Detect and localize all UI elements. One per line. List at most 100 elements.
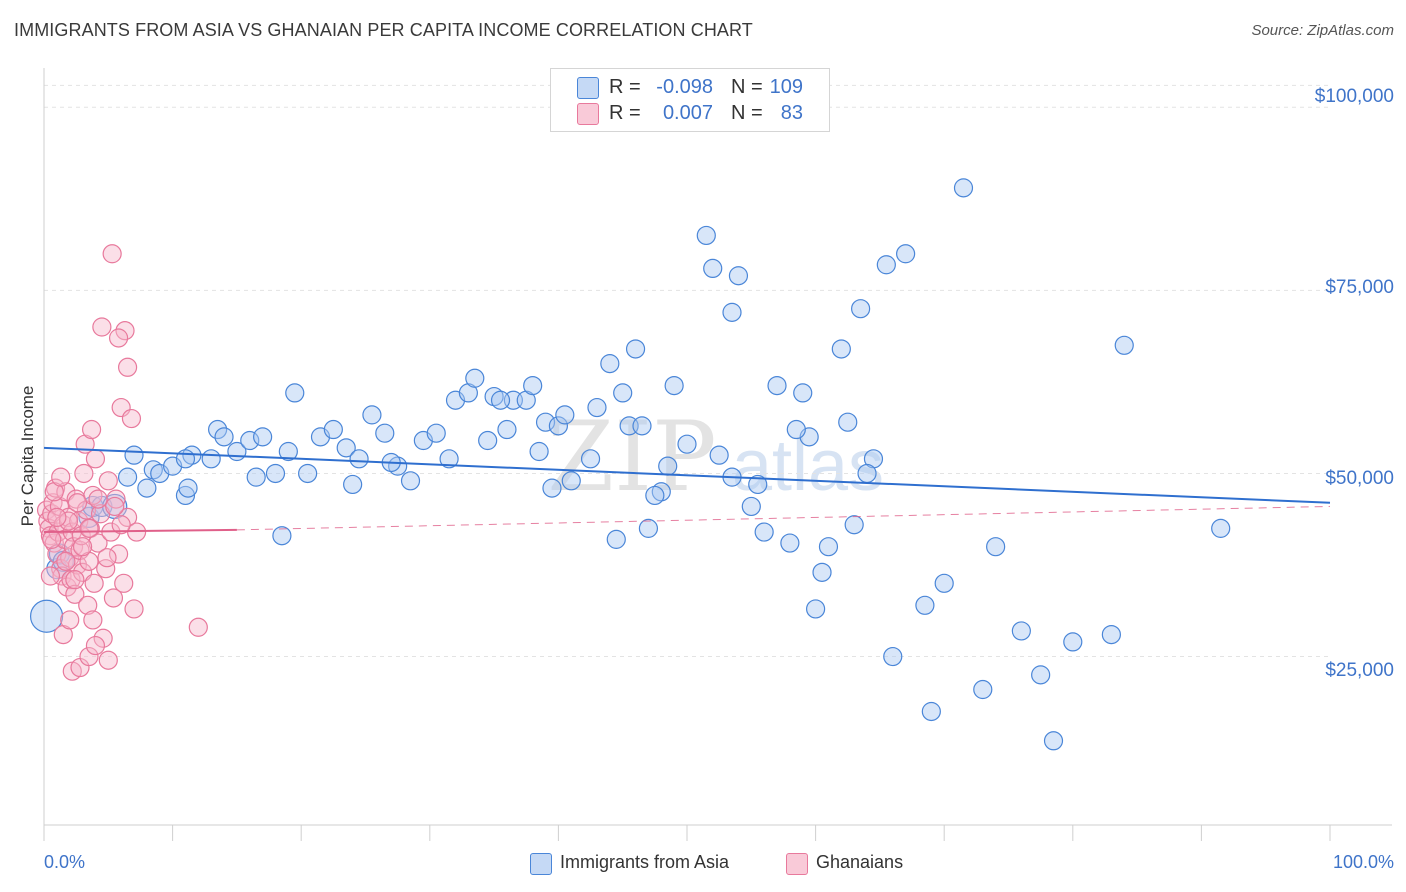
legend-label-asia: Immigrants from Asia <box>560 852 730 872</box>
ghanaian-point <box>124 599 144 619</box>
asia-point <box>117 467 138 487</box>
asia-point <box>651 482 671 502</box>
asia-point <box>285 383 305 403</box>
asia-point <box>632 416 652 436</box>
asia-point <box>343 474 363 495</box>
asia-point <box>896 244 916 264</box>
asia-point <box>876 255 896 275</box>
ghanaian-point <box>79 646 99 667</box>
asia-point <box>812 562 832 582</box>
source-credit: Source: ZipAtlas.com <box>1251 22 1394 39</box>
y-axis-label: Per Capita Income <box>18 385 37 527</box>
asia-point <box>645 485 665 506</box>
asia-point <box>580 449 601 469</box>
asia-point <box>587 397 607 418</box>
ghanaian-point <box>98 471 118 491</box>
legend-n-label: N = <box>731 102 763 124</box>
asia-point <box>175 449 196 469</box>
asia-point <box>844 515 864 535</box>
asia-point <box>555 405 575 425</box>
asia-point <box>638 518 659 538</box>
legend-n-value: 109 <box>769 76 803 98</box>
correlation-legend: R = -0.098 N = 109 R = 0.007 N = 83 <box>550 68 830 132</box>
asia-point <box>201 449 221 469</box>
asia-point <box>1114 335 1134 355</box>
asia-point <box>1063 632 1083 652</box>
asia-point <box>362 405 382 425</box>
asia-point <box>272 526 292 546</box>
asia-point <box>600 354 620 374</box>
watermark-atlas: atlas <box>732 426 884 506</box>
asia-point <box>535 412 556 432</box>
legend-swatch-ghanaians <box>577 103 599 125</box>
asia-point <box>240 430 260 451</box>
ghanaian-point <box>114 573 134 593</box>
ghanaian-point <box>56 551 76 571</box>
asia-point <box>658 456 678 476</box>
asia-point <box>143 460 163 480</box>
y-tick-label: $25,000 <box>1325 660 1394 681</box>
asia-trend-line <box>43 446 1331 504</box>
y-tick-label: $100,000 <box>1314 86 1394 107</box>
asia-point <box>883 646 903 667</box>
ghanaian-point <box>47 507 67 528</box>
asia-point <box>915 595 935 615</box>
asia-point <box>375 423 395 443</box>
asia-point <box>336 438 356 458</box>
ghanaian-point <box>92 317 112 337</box>
ghanaian-point <box>58 511 79 531</box>
ghanaian-point <box>117 357 138 377</box>
asia-point <box>613 383 633 403</box>
ghanaian-point <box>115 321 135 341</box>
asia-point <box>478 430 498 451</box>
asia-point <box>780 533 800 553</box>
asia-point <box>124 445 144 465</box>
legend-label-ghanaians: Ghanaians <box>816 852 904 872</box>
asia-point <box>490 390 511 410</box>
asia-point <box>677 434 697 454</box>
legend-swatch-asia <box>577 77 599 99</box>
ghanaian-point <box>88 489 108 509</box>
asia-point <box>953 178 974 198</box>
asia-point <box>29 599 64 633</box>
asia-point <box>253 427 273 447</box>
ghanaian-point <box>117 507 138 528</box>
ghanaian-point <box>111 515 131 535</box>
asia-point <box>497 419 517 440</box>
ghanaian-point <box>105 496 125 517</box>
ghanaian-point <box>102 244 122 264</box>
ghanaian-point <box>72 537 93 557</box>
ghanaian-point <box>121 408 142 429</box>
asia-point <box>709 445 729 465</box>
ghanaian-point <box>78 595 98 615</box>
asia-point <box>323 419 343 440</box>
asia-point <box>793 383 813 403</box>
ghanaian-point <box>85 449 106 469</box>
asia-point <box>934 573 954 593</box>
legend-swatch-asia <box>530 853 552 875</box>
ghanaian-trend-extension <box>236 505 1331 531</box>
ghanaian-point <box>65 570 85 590</box>
ghanaian-point <box>74 463 94 484</box>
asia-point <box>265 463 286 484</box>
asia-point <box>696 225 716 246</box>
ghanaian-point <box>83 485 103 506</box>
legend-r-label: R = <box>609 102 641 124</box>
asia-point <box>767 375 787 396</box>
asia-point <box>439 449 459 469</box>
ghanaian-trend-line <box>43 528 237 534</box>
chart-title: IMMIGRANTS FROM ASIA VS GHANAIAN PER CAP… <box>14 20 753 40</box>
asia-point <box>703 258 723 279</box>
legend-r-value: 0.007 <box>662 102 713 124</box>
y-tick-label: $50,000 <box>1325 468 1394 489</box>
asia-point <box>986 537 1006 557</box>
asia-point <box>921 701 941 722</box>
ghanaian-point <box>51 467 71 487</box>
ghanaian-point <box>93 628 113 648</box>
asia-point <box>1011 621 1031 641</box>
ghanaian-point <box>79 518 99 538</box>
asia-point <box>529 441 549 462</box>
ghanaian-point <box>60 548 80 568</box>
asia-point <box>175 485 196 506</box>
asia-point <box>1043 731 1064 751</box>
